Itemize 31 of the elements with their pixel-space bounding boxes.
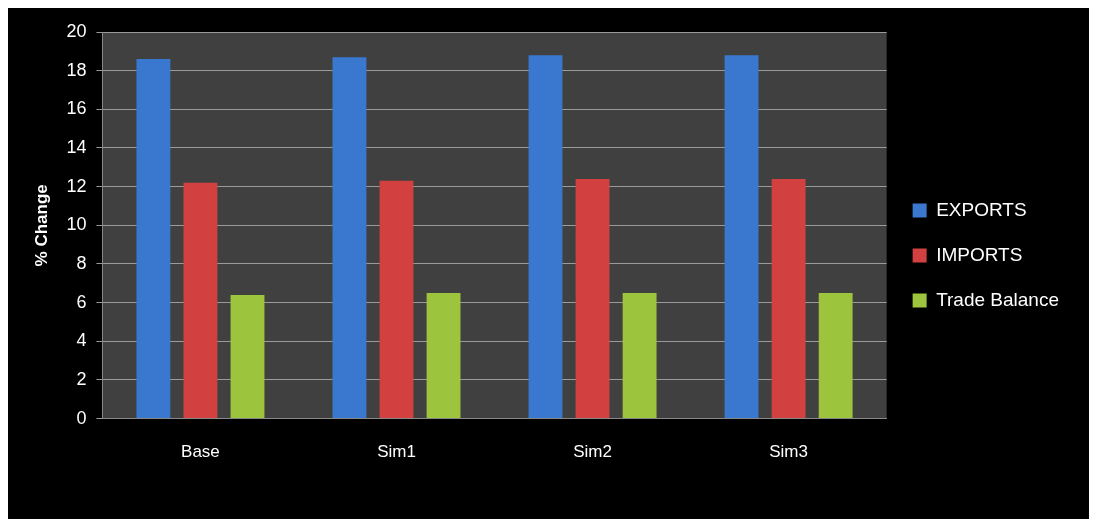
y-tick-label: 10 [66,214,87,235]
y-tick-label: 6 [76,291,87,312]
legend-label: Trade Balance [936,288,1060,310]
bar [575,178,610,419]
bar [528,55,563,419]
y-axis-title: % Change [31,184,51,267]
y-tick-label: 2 [76,368,87,389]
legend-label: EXPORTS [936,198,1027,220]
legend-label: IMPORTS [936,243,1023,265]
x-tick-label: Base [181,442,220,462]
bar [183,182,218,419]
y-tick-label: 20 [66,20,87,41]
y-tick-label: 4 [76,330,87,351]
bar [332,57,367,419]
y-tick-label: 18 [66,59,87,80]
bar [426,292,461,419]
x-tick-label: Sim2 [573,442,612,462]
bar [724,55,759,419]
bar [818,292,853,419]
y-tick-label: 8 [76,252,87,273]
y-tick-label: 16 [66,98,87,119]
bar [771,178,806,419]
y-tick-label: 12 [66,175,87,196]
y-tick-label: 14 [66,136,87,157]
bar [622,292,657,419]
bar [136,59,171,419]
bar [379,180,414,419]
x-tick-label: Sim3 [769,442,808,462]
y-tick-label: 0 [76,407,87,428]
bar [230,294,265,419]
x-tick-label: Sim1 [377,442,416,462]
